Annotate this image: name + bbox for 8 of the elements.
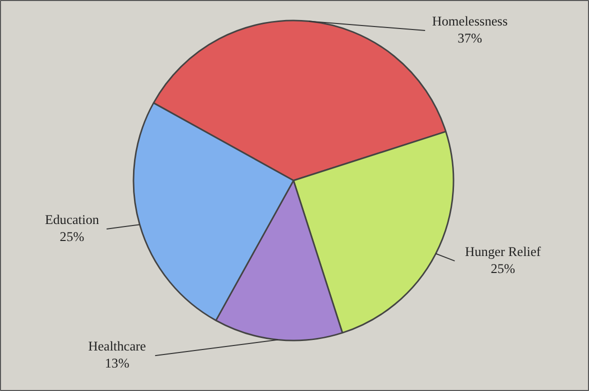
slice-label: Healthcare	[88, 338, 146, 354]
slice-label: Education	[44, 212, 100, 228]
slice-label: Hunger Relief	[464, 244, 542, 259]
data-label: 37%	[458, 30, 482, 46]
data-label: 13%	[104, 356, 130, 371]
slice-label: Homelessness	[432, 14, 508, 28]
data-label: 25%	[60, 229, 84, 244]
data-label: 25%	[490, 260, 516, 276]
